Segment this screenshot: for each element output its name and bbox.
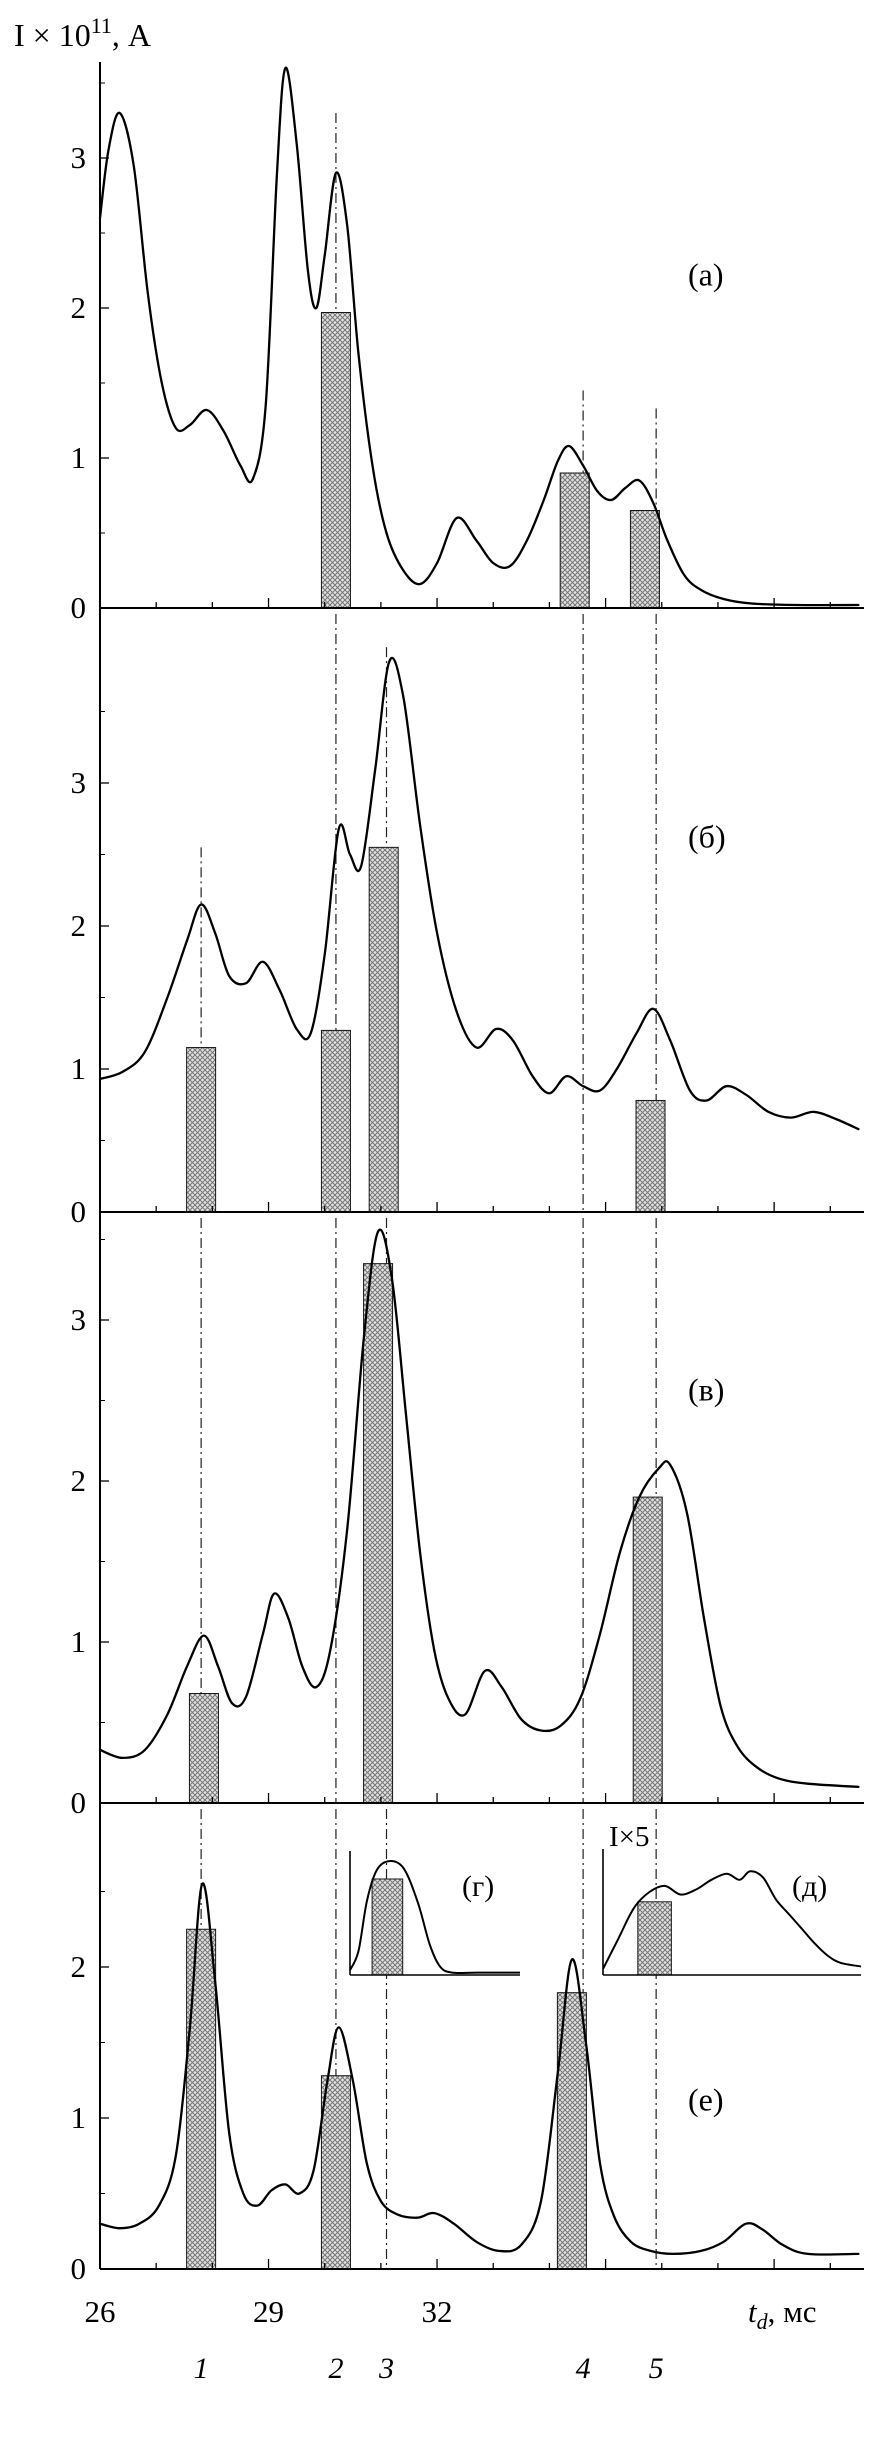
panel-label: (е): [688, 2081, 724, 2117]
inset-curve: [602, 1870, 862, 1970]
guide-number: 4: [576, 2352, 591, 2385]
y-tick-label: 0: [71, 1194, 87, 1229]
panel-label: (в): [688, 1372, 724, 1408]
hatched-bar: [320, 2075, 351, 2270]
hatched-bar: [371, 1878, 404, 1976]
inset-curve: [349, 1860, 520, 1975]
y-tick-label: 1: [71, 440, 87, 475]
inset-scale-label: I×5: [609, 1821, 650, 1853]
y-tick-label: 1: [71, 2100, 87, 2135]
panel-label: (б): [688, 818, 726, 854]
y-axis-title: I × 1011, А: [14, 13, 151, 53]
panel-label: (а): [688, 257, 724, 293]
hatched-bar: [186, 1047, 217, 1213]
hatched-bar: [320, 1029, 351, 1213]
panel-b: 0 1 2 3 (б): [71, 614, 864, 1229]
hatched-bar: [186, 1928, 217, 2270]
y-tick-label: 0: [71, 2251, 87, 2286]
hatched-bar: [188, 1693, 219, 1804]
spectrum-curve: [98, 66, 860, 607]
y-tick-label: 3: [71, 1302, 87, 1337]
guide-number: 1: [194, 2352, 209, 2385]
hatched-bar: [637, 1901, 672, 1976]
x-tick-label: 26: [85, 2294, 116, 2329]
hatched-bar: [368, 846, 399, 1213]
bottom-labels: 26 29 32 1 2 3 4 5 td, мс: [85, 2294, 817, 2385]
guide-number: 5: [649, 2352, 664, 2385]
y-tick-label: 2: [71, 1463, 87, 1498]
guide-number: 3: [378, 2352, 394, 2385]
y-tick-label: 0: [71, 1785, 87, 1820]
panel-a: 0 1 2 3 (а): [71, 66, 864, 625]
x-tick-label: 32: [422, 2294, 453, 2329]
hatched-bar: [635, 1099, 666, 1213]
hatched-bar: [320, 312, 351, 609]
panel-e: 0 1 2 (е): [71, 1809, 864, 2286]
y-tick-label: 2: [71, 908, 87, 943]
guide-number: 2: [328, 2352, 343, 2385]
y-tick-label: 0: [71, 590, 87, 625]
spectrum-curve: [98, 1228, 860, 1789]
inset-label: (д): [792, 1870, 827, 1903]
inset-g: (г): [349, 1851, 520, 1976]
inset-label: (г): [462, 1870, 494, 1903]
inset-d: (д) I×5: [602, 1821, 862, 1976]
y-tick-label: 3: [71, 765, 87, 800]
hatched-bar: [363, 1263, 394, 1804]
y-tick-label: 1: [71, 1624, 87, 1659]
hatched-bar: [559, 472, 590, 609]
x-axis-title: td, мс: [748, 2294, 817, 2334]
hatched-bar: [632, 1496, 663, 1804]
hatched-bar: [629, 510, 660, 609]
panel-v: 0 1 2 3 (в): [71, 1218, 864, 1820]
y-tick-label: 1: [71, 1051, 87, 1086]
y-tick-label: 2: [71, 1949, 87, 1984]
spectrum-curve: [98, 1882, 860, 2256]
y-tick-label: 3: [71, 140, 87, 175]
x-tick-label: 29: [253, 2294, 284, 2329]
spectrum-curve: [98, 656, 860, 1131]
y-tick-label: 2: [71, 290, 87, 325]
